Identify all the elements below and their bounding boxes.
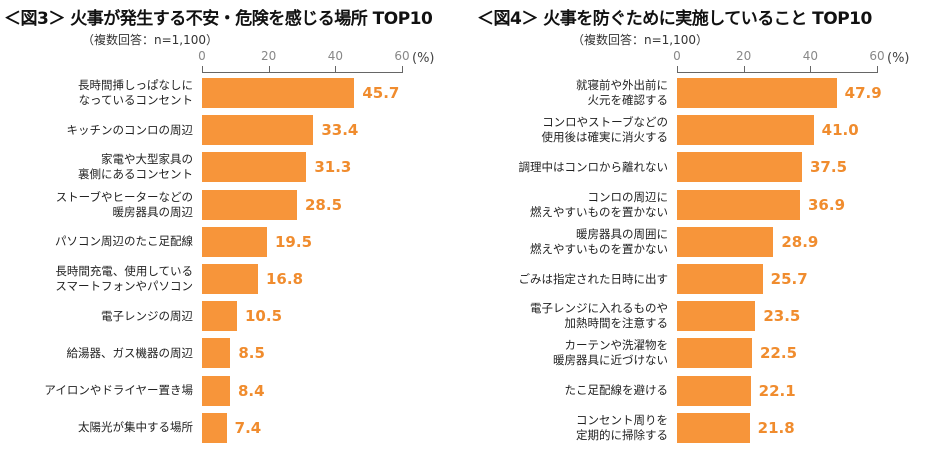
- value-label: 7.4: [234, 418, 262, 437]
- category-label: 家電や大型家具の 裏側にあるコンセント: [78, 152, 193, 182]
- bar: [677, 152, 802, 183]
- x-tick-mark: [268, 66, 270, 73]
- category-label: 給湯器、ガス機器の周辺: [66, 345, 194, 360]
- value-label: 28.5: [305, 195, 343, 214]
- category-label: アイロンやドライヤー置き場: [44, 383, 193, 398]
- bar: [677, 78, 837, 108]
- bar: [202, 375, 230, 406]
- x-tick-label: 60: [394, 49, 410, 63]
- unit-label: (%): [412, 51, 435, 66]
- category-label: 調理中はコンロから離れない: [518, 159, 669, 174]
- chart-subtitle: （複数回答：n=1,100）: [82, 33, 219, 47]
- category-label: 電子レンジの周辺: [101, 308, 193, 323]
- category-label: ごみは指定された日時に出す: [518, 271, 669, 286]
- x-axis-line: [677, 72, 877, 73]
- chart-subtitle: （複数回答：n=1,100）: [572, 33, 709, 47]
- x-tick-mark: [402, 66, 403, 73]
- bar: [202, 264, 258, 294]
- category-label: 長時間挿しっぱなしに なっているコンセント: [78, 78, 193, 107]
- value-label: 22.1: [758, 381, 796, 400]
- bar: [677, 264, 763, 294]
- value-label: 16.8: [266, 270, 304, 288]
- bar: [202, 115, 314, 146]
- value-label: 22.5: [760, 344, 798, 363]
- category-label: コンセント周りを 定期的に掃除する: [576, 412, 668, 442]
- x-tick-label: 40: [327, 49, 343, 63]
- chart-title: ＜図4＞ 火事を防ぐために実施していること TOP10: [477, 9, 872, 29]
- value-label: 8.4: [238, 381, 265, 400]
- x-tick-label: 60: [869, 49, 885, 63]
- value-label: 28.9: [781, 232, 819, 251]
- value-label: 41.0: [821, 121, 859, 140]
- bar: [677, 115, 814, 146]
- category-label: たこ足配線を避ける: [564, 383, 669, 398]
- bar: [677, 412, 750, 443]
- x-tick-label: 0: [673, 49, 681, 63]
- value-label: 31.3: [314, 158, 352, 177]
- bar: [202, 78, 355, 108]
- bar: [677, 226, 774, 257]
- category-label: コンロやストーブなどの 使用後は確実に消火する: [541, 115, 669, 145]
- x-tick-label: 20: [261, 49, 277, 63]
- x-tick-label: 20: [736, 49, 752, 63]
- category-label: パソコン周辺のたこ足配線: [55, 234, 193, 249]
- unit-label: (%): [887, 51, 910, 66]
- value-label: 21.8: [757, 418, 795, 437]
- bar: [677, 338, 752, 369]
- value-label: 45.7: [362, 84, 400, 102]
- bar: [202, 189, 297, 220]
- x-tick-mark: [810, 66, 812, 73]
- bar: [677, 189, 800, 220]
- category-label: 就寝前や外出前に 火元を確認する: [576, 78, 668, 107]
- category-label: 長時間充電、使用している スマートフォンやパソコン: [55, 264, 193, 293]
- chart-title: ＜図3＞ 火事が発生する不安・危険を感じる場所 TOP10: [4, 9, 433, 29]
- category-label: 太陽光が集中する場所: [78, 420, 193, 435]
- bar: [202, 412, 227, 443]
- value-label: 19.5: [275, 232, 313, 251]
- x-tick-label: 0: [198, 49, 206, 63]
- value-label: 36.9: [808, 195, 846, 214]
- category-label: カーテンや洗濯物を 暖房器具に近づけない: [553, 338, 668, 368]
- category-label: 暖房器具の周囲に 燃えやすいものを置かない: [530, 226, 668, 256]
- value-label: 47.9: [844, 84, 882, 102]
- x-tick-mark: [743, 66, 745, 73]
- category-label: ストーブやヒーターなどの 暖房器具の周辺: [55, 189, 193, 219]
- bar: [202, 152, 307, 183]
- value-label: 10.5: [245, 307, 283, 326]
- bar: [202, 338, 231, 369]
- value-label: 25.7: [770, 270, 808, 288]
- bar: [677, 301, 756, 332]
- value-label: 33.4: [321, 121, 359, 140]
- bar: [202, 301, 237, 332]
- value-label: 23.5: [763, 307, 801, 326]
- value-label: 37.5: [810, 158, 848, 177]
- bar: [202, 226, 267, 257]
- category-label: コンロの周辺に 燃えやすいものを置かない: [530, 189, 668, 219]
- x-tick-mark: [202, 66, 203, 73]
- bar: [677, 375, 751, 406]
- value-label: 8.5: [238, 344, 265, 363]
- x-tick-mark: [677, 66, 678, 73]
- x-tick-mark: [877, 66, 878, 73]
- x-axis-line: [202, 72, 402, 73]
- x-tick-mark: [335, 66, 337, 73]
- category-label: 電子レンジに入れるものや 加熱時間を注意する: [530, 301, 668, 331]
- category-label: キッチンのコンロの周辺: [66, 122, 194, 137]
- x-tick-label: 40: [802, 49, 818, 63]
